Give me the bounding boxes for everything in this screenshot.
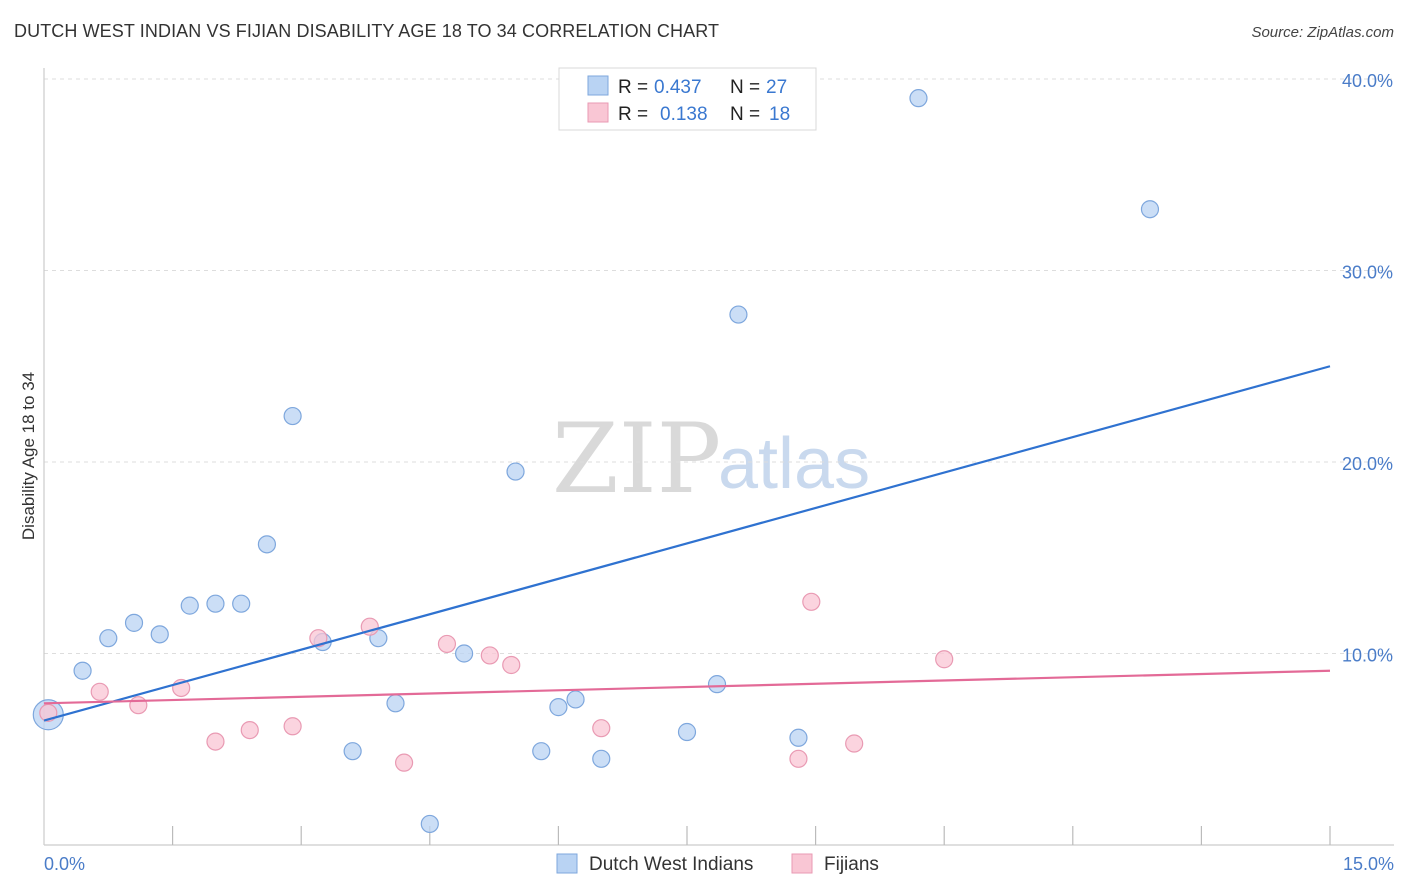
series-swatch-fijians [791, 853, 813, 874]
y-tick-label: 30.0% [1342, 263, 1393, 283]
legend-r-label: R = [618, 104, 648, 125]
legend-n-label: N = [730, 104, 760, 125]
source-label: Source: ZipAtlas.com [1251, 24, 1394, 41]
dutch-west-indians-point [729, 305, 748, 324]
dutch-west-indians-point [707, 675, 727, 694]
fijians-point [502, 655, 521, 675]
correlation-legend: R = 0.437 N = 27 R = 0.138 N = 18 [558, 67, 817, 131]
dutch-west-indians-point [909, 89, 928, 108]
fijians-point [935, 650, 954, 669]
fijians-point [592, 719, 611, 738]
fijians-trend-line [43, 669, 1331, 705]
x-tick-label-min: 0.0% [44, 854, 85, 874]
gridlines [44, 78, 1394, 654]
legend-r-value-blue: 0.437 [654, 77, 702, 98]
fijians-point [129, 696, 148, 715]
chart-title: DUTCH WEST INDIAN VS FIJIAN DISABILITY A… [14, 21, 720, 41]
dutch-west-indians-point [257, 535, 277, 554]
y-axis-label: Disability Age 18 to 34 [19, 372, 38, 540]
fijians-point [802, 592, 821, 611]
dutch-west-indians-point [343, 742, 362, 761]
fijians-point [206, 732, 225, 751]
series-swatch-dutch-west-indians [556, 853, 578, 874]
fijians-point [90, 682, 109, 701]
dutch-west-indians-point [206, 594, 225, 613]
dutch-west-indians-point [73, 661, 92, 680]
dutch-west-indians-point [506, 462, 525, 481]
dutch-west-indians-point [789, 728, 808, 747]
legend-n-label: N = [730, 77, 760, 98]
legend-n-value-blue: 27 [766, 77, 787, 98]
watermark: ZIP atlas [552, 403, 870, 515]
dutch-west-indians-point [592, 749, 611, 768]
dutch-west-indians-trend-line [43, 365, 1331, 722]
legend-n-value-pink: 18 [769, 104, 790, 125]
y-tick-label: 10.0% [1342, 646, 1393, 666]
dutch-west-indians-point [1140, 200, 1160, 219]
dutch-west-indians-point [180, 596, 199, 615]
data-points [32, 89, 1160, 834]
dutch-west-indians-point [283, 406, 302, 426]
fijians-point [845, 734, 864, 753]
dutch-west-indians-point [232, 594, 251, 613]
dutch-west-indians-point [549, 698, 568, 717]
fijians-point [789, 749, 808, 768]
fijians-point [309, 629, 328, 648]
legend-swatch-pink [587, 102, 609, 123]
series-legend: Dutch West Indians Fijians [556, 853, 879, 875]
y-tick-label: 20.0% [1342, 454, 1393, 474]
y-tick-label: 40.0% [1342, 71, 1393, 91]
legend-r-value-pink: 0.138 [660, 104, 708, 125]
fijians-point [437, 634, 457, 654]
fijians-point [394, 753, 414, 772]
dutch-west-indians-point [150, 625, 169, 644]
dutch-west-indians-point [420, 814, 439, 834]
dutch-west-indians-point [454, 644, 474, 663]
fijians-point [240, 720, 259, 740]
dutch-west-indians-point [677, 722, 697, 742]
trend-lines [43, 365, 1331, 722]
x-tick-label-max: 15.0% [1343, 854, 1394, 874]
fijians-point [283, 717, 302, 736]
watermark-atlas: atlas [718, 424, 870, 504]
series-label-dutch-west-indians: Dutch West Indians [589, 854, 753, 875]
dutch-west-indians-point [386, 694, 405, 713]
legend-r-label: R = [618, 77, 648, 98]
y-tick-labels: 10.0% 20.0% 30.0% 40.0% [1342, 71, 1393, 666]
dutch-west-indians-point [566, 690, 585, 709]
fijians-point [480, 646, 499, 665]
x-tick-marks [172, 826, 1331, 845]
watermark-zip: ZIP [552, 403, 721, 515]
dutch-west-indians-point [124, 613, 144, 632]
dutch-west-indians-point [99, 629, 118, 648]
series-label-fijians: Fijians [824, 854, 879, 875]
legend-swatch-blue [587, 75, 609, 96]
dutch-west-indians-point [532, 742, 551, 761]
